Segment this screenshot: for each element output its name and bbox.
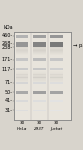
- Text: 30: 30: [54, 121, 59, 124]
- FancyBboxPatch shape: [50, 76, 63, 77]
- FancyBboxPatch shape: [33, 42, 46, 47]
- FancyBboxPatch shape: [50, 77, 63, 78]
- FancyBboxPatch shape: [16, 49, 28, 50]
- Text: HeLa: HeLa: [17, 127, 27, 131]
- FancyBboxPatch shape: [16, 78, 28, 79]
- Text: 71-: 71-: [5, 80, 13, 85]
- FancyBboxPatch shape: [33, 48, 46, 49]
- FancyBboxPatch shape: [16, 76, 28, 77]
- FancyBboxPatch shape: [33, 78, 46, 79]
- Text: 30: 30: [19, 121, 25, 124]
- FancyBboxPatch shape: [16, 58, 28, 61]
- FancyBboxPatch shape: [33, 77, 46, 78]
- Text: 460-: 460-: [2, 33, 13, 38]
- FancyBboxPatch shape: [16, 48, 28, 49]
- FancyBboxPatch shape: [16, 77, 28, 78]
- Text: kDa: kDa: [3, 25, 13, 30]
- FancyBboxPatch shape: [16, 77, 28, 78]
- Text: 50-: 50-: [5, 90, 13, 95]
- FancyBboxPatch shape: [33, 52, 46, 53]
- FancyBboxPatch shape: [50, 48, 63, 49]
- FancyBboxPatch shape: [50, 50, 63, 51]
- FancyBboxPatch shape: [50, 110, 63, 111]
- FancyBboxPatch shape: [50, 52, 63, 53]
- FancyBboxPatch shape: [33, 76, 46, 77]
- FancyBboxPatch shape: [50, 75, 63, 76]
- FancyBboxPatch shape: [16, 42, 28, 47]
- FancyBboxPatch shape: [50, 49, 63, 50]
- FancyBboxPatch shape: [33, 50, 46, 51]
- Text: 293T: 293T: [34, 127, 44, 131]
- FancyBboxPatch shape: [16, 50, 28, 51]
- Text: 117-: 117-: [2, 67, 13, 72]
- FancyBboxPatch shape: [16, 35, 28, 38]
- FancyBboxPatch shape: [16, 68, 28, 70]
- FancyBboxPatch shape: [50, 49, 63, 50]
- FancyBboxPatch shape: [16, 110, 28, 111]
- FancyBboxPatch shape: [33, 49, 46, 50]
- Text: 171-: 171-: [2, 57, 13, 62]
- Text: → p300: → p300: [73, 43, 83, 48]
- FancyBboxPatch shape: [33, 51, 46, 52]
- Text: 41-: 41-: [5, 98, 13, 103]
- FancyBboxPatch shape: [16, 52, 28, 53]
- FancyBboxPatch shape: [16, 49, 28, 50]
- Text: 268-: 268-: [2, 42, 13, 46]
- FancyBboxPatch shape: [50, 51, 63, 52]
- FancyBboxPatch shape: [33, 110, 46, 111]
- FancyBboxPatch shape: [33, 100, 46, 102]
- FancyBboxPatch shape: [50, 82, 63, 84]
- FancyBboxPatch shape: [50, 100, 63, 102]
- FancyBboxPatch shape: [33, 47, 46, 48]
- FancyBboxPatch shape: [50, 77, 63, 78]
- FancyBboxPatch shape: [50, 68, 63, 70]
- FancyBboxPatch shape: [33, 91, 46, 94]
- FancyBboxPatch shape: [50, 91, 63, 94]
- FancyBboxPatch shape: [50, 42, 63, 47]
- Text: 238-: 238-: [2, 45, 13, 50]
- FancyBboxPatch shape: [33, 49, 46, 50]
- FancyBboxPatch shape: [33, 75, 46, 76]
- FancyBboxPatch shape: [16, 51, 28, 52]
- FancyBboxPatch shape: [33, 58, 46, 61]
- FancyBboxPatch shape: [14, 32, 71, 120]
- FancyBboxPatch shape: [33, 77, 46, 78]
- FancyBboxPatch shape: [33, 74, 46, 75]
- FancyBboxPatch shape: [33, 35, 46, 38]
- Text: 31-: 31-: [5, 108, 13, 113]
- Text: 30: 30: [37, 121, 42, 124]
- FancyBboxPatch shape: [50, 78, 63, 79]
- FancyBboxPatch shape: [16, 75, 28, 76]
- Text: Jurkat: Jurkat: [51, 127, 63, 131]
- FancyBboxPatch shape: [33, 68, 46, 70]
- FancyBboxPatch shape: [16, 100, 28, 102]
- FancyBboxPatch shape: [50, 35, 63, 38]
- FancyBboxPatch shape: [16, 91, 28, 94]
- FancyBboxPatch shape: [16, 82, 28, 84]
- FancyBboxPatch shape: [50, 58, 63, 61]
- FancyBboxPatch shape: [33, 82, 46, 84]
